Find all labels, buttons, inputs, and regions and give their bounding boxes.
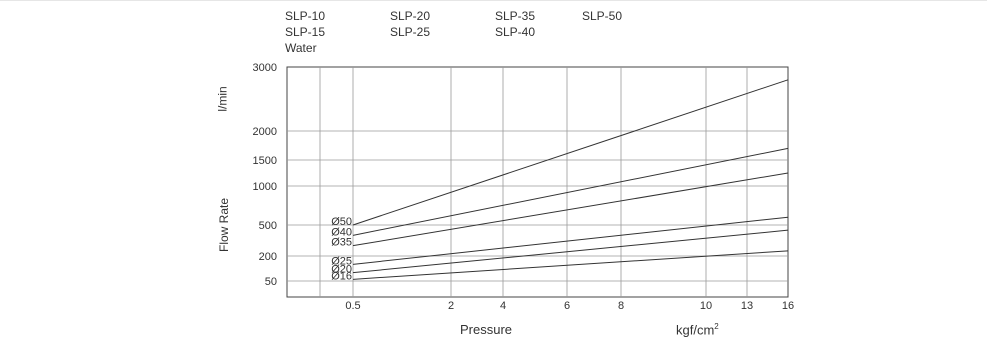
legend-item: SLP-40: [495, 25, 536, 39]
y-tick-label: 3000: [253, 62, 277, 74]
series-label: Ø50: [331, 216, 352, 228]
x-tick-label: 6: [564, 300, 570, 312]
y-tick-label: 2000: [253, 126, 277, 138]
x-axis-unit-text: kgf/cm: [676, 322, 715, 338]
x-tick-label: 8: [618, 300, 624, 312]
x-axis-unit-superscript: 2: [714, 322, 719, 331]
series-label: Ø20: [331, 264, 352, 276]
x-tick-label: 2: [448, 300, 454, 312]
series-line: [352, 250, 789, 280]
series-line: [352, 147, 789, 236]
x-tick-label: 13: [741, 300, 753, 312]
plot-frame: [286, 66, 789, 298]
x-tick-label: 16: [782, 300, 794, 312]
y-tick-label: 200: [259, 251, 277, 263]
series-label: Ø35: [331, 237, 352, 249]
x-tick-label: 0.5: [345, 300, 360, 312]
x-axis-unit-label: kgf/cm2: [676, 322, 719, 337]
y-tick-label: 1500: [253, 155, 277, 167]
legend-column-4: SLP-50: [582, 8, 622, 24]
legend-column-3: SLP-35 SLP-40: [495, 8, 535, 40]
y-tick-label: 500: [259, 220, 277, 232]
legend-item: SLP-20: [390, 9, 431, 23]
series-label: Ø16: [331, 270, 352, 282]
legend-item: SLP-25: [390, 25, 431, 39]
legend-item: Water: [285, 41, 317, 55]
x-axis-label: Pressure: [460, 322, 513, 337]
series-line: [352, 229, 789, 274]
legend-column-2: SLP-20 SLP-25: [390, 8, 430, 40]
x-tick-label: 4: [500, 300, 506, 312]
legend-item: SLP-50: [582, 9, 623, 23]
series-line: [352, 79, 789, 226]
y-tick-label: 50: [265, 276, 277, 288]
legend-item: SLP-10: [285, 9, 326, 23]
series-line: [352, 216, 789, 265]
series-label: Ø40: [331, 226, 352, 238]
legend-item: SLP-35: [495, 9, 536, 23]
y-tick-label: 1000: [253, 181, 277, 193]
series-line: [352, 172, 789, 247]
x-tick-label: 10: [700, 300, 712, 312]
series-label: Ø25: [331, 255, 352, 267]
legend-column-1: SLP-10 SLP-15 Water: [285, 8, 325, 56]
legend-item: SLP-15: [285, 25, 326, 39]
